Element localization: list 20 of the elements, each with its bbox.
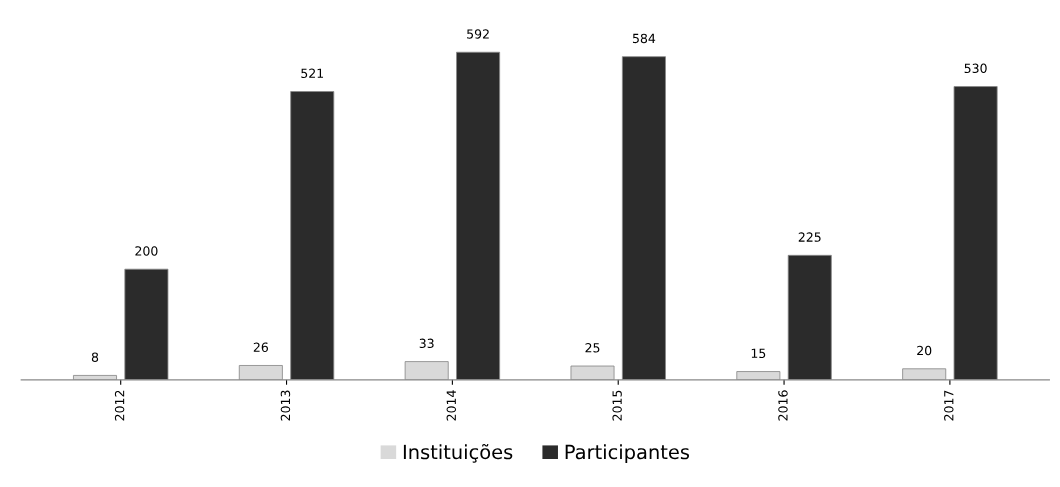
data-label: 530 (964, 63, 987, 74)
data-label: 584 (632, 33, 656, 44)
x-tick-label: 2012 (114, 390, 125, 421)
data-label: 20 (917, 345, 932, 356)
data-label: 200 (135, 246, 158, 256)
data-label: 225 (798, 232, 821, 242)
x-tick-label: 2017 (944, 390, 954, 421)
x-tick-label: 2016 (778, 390, 788, 421)
data-label: 33 (419, 338, 434, 349)
x-tick-label: 2013 (280, 390, 291, 421)
data-label: 26 (253, 342, 268, 352)
data-label: 15 (751, 348, 766, 359)
data-label: 521 (301, 68, 324, 78)
x-tick-label: 2014 (446, 390, 457, 421)
x-tick-label: 2015 (612, 390, 622, 421)
data-label: 592 (467, 29, 489, 39)
data-label: 25 (585, 343, 600, 353)
legend-label: Participantes (565, 444, 690, 464)
data-label: 8 (91, 352, 99, 362)
legend-label: Instituições (403, 443, 513, 463)
